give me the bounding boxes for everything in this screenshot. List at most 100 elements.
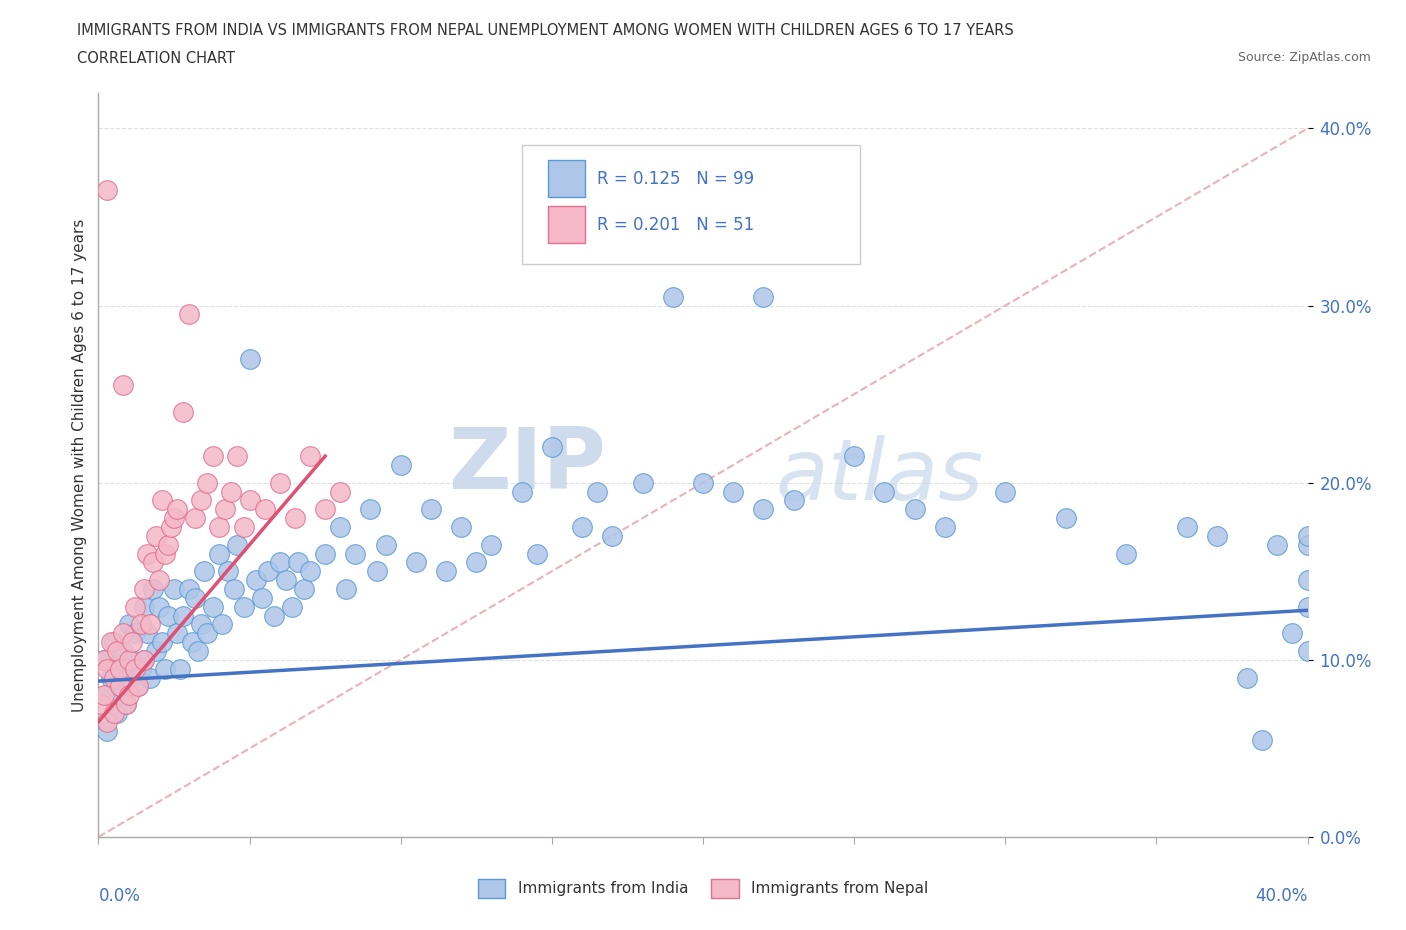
Point (93, 653, 115, 668)
Point (1206, 528, 1229, 543)
Point (292, 581, 315, 596)
Point (145, 644, 167, 658)
Point (187, 644, 209, 658)
Text: IMMIGRANTS FROM INDIA VS IMMIGRANTS FROM NEPAL UNEMPLOYMENT AMONG WOMEN WITH CHI: IMMIGRANTS FROM INDIA VS IMMIGRANTS FROM… (77, 23, 1014, 38)
Point (510, 485, 533, 499)
Point (96, 183, 118, 198)
Point (139, 617, 162, 631)
Point (211, 617, 233, 631)
Point (360, 502, 382, 517)
Point (602, 528, 624, 543)
Point (335, 581, 357, 596)
Point (103, 634, 125, 649)
Point (281, 599, 304, 614)
Point (118, 653, 141, 668)
Point (118, 671, 141, 685)
Point (111, 626, 134, 641)
Point (195, 475, 218, 490)
Point (245, 573, 267, 588)
Point (226, 538, 249, 552)
Point (239, 493, 262, 508)
Point (329, 485, 352, 499)
Point (263, 608, 285, 623)
Point (103, 706, 125, 721)
Point (1054, 511, 1077, 525)
Point (202, 448, 225, 463)
Point (202, 599, 225, 614)
Point (190, 617, 212, 631)
Point (284, 511, 307, 525)
FancyBboxPatch shape (522, 145, 860, 264)
Legend: Immigrants from India, Immigrants from Nepal: Immigrants from India, Immigrants from N… (472, 873, 934, 904)
Point (193, 564, 215, 578)
Point (148, 573, 170, 588)
Point (139, 671, 162, 685)
Point (405, 555, 427, 570)
Point (132, 653, 155, 668)
Point (150, 493, 173, 508)
Point (1296, 538, 1319, 552)
Point (150, 634, 173, 649)
Point (232, 520, 254, 535)
Point (221, 485, 243, 499)
Point (465, 555, 488, 570)
Point (121, 653, 143, 668)
Point (586, 485, 609, 499)
Point (434, 564, 457, 578)
Point (100, 671, 122, 685)
Point (299, 448, 322, 463)
Point (253, 502, 276, 517)
Point (160, 520, 183, 535)
Point (127, 679, 149, 694)
Point (239, 352, 262, 366)
Point (96, 688, 118, 703)
Point (994, 485, 1017, 499)
Point (129, 617, 152, 631)
Point (100, 634, 122, 649)
Point (153, 546, 176, 561)
Point (214, 502, 236, 517)
Point (169, 661, 191, 676)
Point (166, 626, 188, 641)
Point (96, 724, 118, 738)
Point (124, 599, 146, 614)
Point (1296, 599, 1319, 614)
Point (184, 511, 207, 525)
Point (1267, 538, 1289, 552)
Point (118, 688, 141, 703)
Point (93, 688, 115, 703)
Point (269, 555, 291, 570)
Text: CORRELATION CHART: CORRELATION CHART (77, 51, 235, 66)
Point (1175, 520, 1198, 535)
Point (226, 448, 249, 463)
Point (420, 502, 443, 517)
Text: R = 0.125   N = 99: R = 0.125 N = 99 (596, 169, 754, 188)
Text: Source: ZipAtlas.com: Source: ZipAtlas.com (1237, 51, 1371, 64)
Text: ZIP: ZIP (449, 423, 606, 507)
Point (179, 581, 201, 596)
Point (723, 485, 745, 499)
Point (163, 581, 186, 596)
Point (132, 653, 155, 668)
Point (661, 289, 683, 304)
Point (374, 538, 396, 552)
Bar (548, 206, 585, 244)
Point (1296, 644, 1319, 658)
Point (631, 475, 654, 490)
Point (232, 599, 254, 614)
Point (692, 475, 714, 490)
Point (481, 538, 503, 552)
Point (934, 520, 956, 535)
Point (1251, 732, 1274, 747)
Point (124, 626, 146, 641)
Point (314, 546, 336, 561)
Point (195, 626, 218, 641)
Point (93, 653, 115, 668)
Point (148, 599, 170, 614)
Point (299, 564, 322, 578)
Point (208, 520, 231, 535)
Point (190, 493, 212, 508)
Point (224, 581, 246, 596)
Point (132, 599, 155, 614)
Point (105, 644, 128, 658)
